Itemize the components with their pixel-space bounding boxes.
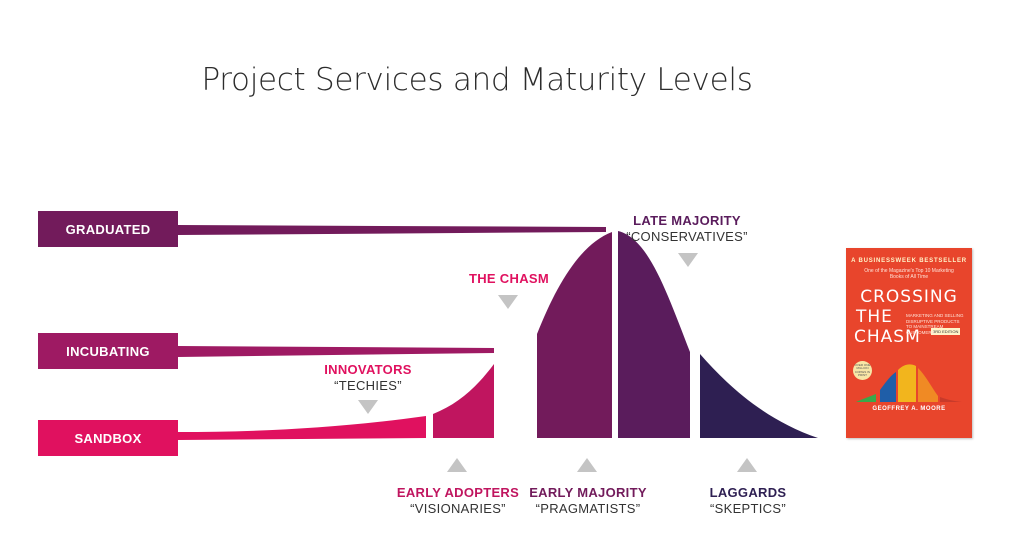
book-title-line2: THE bbox=[856, 307, 893, 327]
book-tagline: One of the Magazine's Top 10 Marketing B… bbox=[864, 268, 954, 280]
laggards-pointer-icon bbox=[737, 458, 757, 472]
segment-alias: “SKEPTICS” bbox=[710, 501, 786, 516]
chasm-pointer-icon bbox=[498, 295, 518, 309]
early-majority-curve bbox=[537, 232, 612, 438]
level-graduated: GRADUATED bbox=[38, 211, 178, 247]
level-label: GRADUATED bbox=[65, 221, 151, 237]
segment-alias: “CONSERVATIVES” bbox=[626, 229, 748, 244]
level-label: SANDBOX bbox=[74, 430, 142, 446]
book-title-line1: CROSSING bbox=[860, 287, 958, 307]
early-majority-pointer-icon bbox=[577, 458, 597, 472]
book-subtitle: MARKETING AND SELLING DISRUPTIVE PRODUCT… bbox=[906, 313, 964, 335]
book-seal-badge: OVER ONE MILLION COPIES IN PRINT bbox=[853, 361, 872, 380]
late-majority-curve bbox=[618, 231, 690, 438]
innovators-pointer-icon bbox=[358, 400, 378, 414]
segment-alias: “VISIONARIES” bbox=[410, 501, 506, 516]
page-title: Project Services and Maturity Levels bbox=[201, 62, 753, 98]
book-edition-badge: 3RD EDITION bbox=[931, 328, 961, 335]
level-sandbox: SANDBOX bbox=[38, 420, 178, 456]
segment-name: LAGGARDS bbox=[709, 485, 787, 500]
segment-name: EARLY ADOPTERS bbox=[396, 485, 520, 500]
book-bestseller-line: A BUSINESSWEEK BESTSELLER bbox=[851, 258, 967, 264]
book-bell-curve-graphic bbox=[856, 364, 962, 402]
segment-early-adopters: EARLY ADOPTERS “VISIONARIES” bbox=[392, 485, 524, 517]
segment-name: LATE MAJORITY bbox=[633, 213, 741, 228]
late-majority-pointer-icon bbox=[678, 253, 698, 267]
segment-name: INNOVATORS bbox=[324, 362, 412, 377]
segment-alias: “PRAGMATISTS” bbox=[535, 501, 641, 516]
crossing-the-chasm-book-cover: A BUSINESSWEEK BESTSELLER One of the Mag… bbox=[846, 248, 972, 438]
early-adopters-pointer-icon bbox=[447, 458, 467, 472]
level-incubating: INCUBATING bbox=[38, 333, 178, 369]
graduated-connector-line bbox=[178, 225, 606, 235]
segment-innovators: INNOVATORS “TECHIES” bbox=[308, 362, 428, 394]
segment-laggards: LAGGARDS “SKEPTICS” bbox=[694, 485, 802, 517]
incubating-connector-line bbox=[178, 346, 494, 357]
segment-early-majority: EARLY MAJORITY “PRAGMATISTS” bbox=[520, 485, 656, 517]
segment-alias: “TECHIES” bbox=[334, 378, 402, 393]
early-adopters-curve bbox=[433, 364, 494, 438]
segment-late-majority: LATE MAJORITY “CONSERVATIVES” bbox=[618, 213, 756, 245]
book-title-line3: CHASM bbox=[854, 327, 921, 347]
laggards-curve bbox=[700, 354, 818, 438]
innovators-curve bbox=[178, 416, 426, 440]
segment-the-chasm: THE CHASM bbox=[450, 271, 568, 287]
book-author: GEOFFREY A. MOORE bbox=[872, 406, 946, 412]
segment-name: THE CHASM bbox=[469, 271, 549, 286]
segment-name: EARLY MAJORITY bbox=[529, 485, 647, 500]
level-label: INCUBATING bbox=[66, 343, 150, 359]
